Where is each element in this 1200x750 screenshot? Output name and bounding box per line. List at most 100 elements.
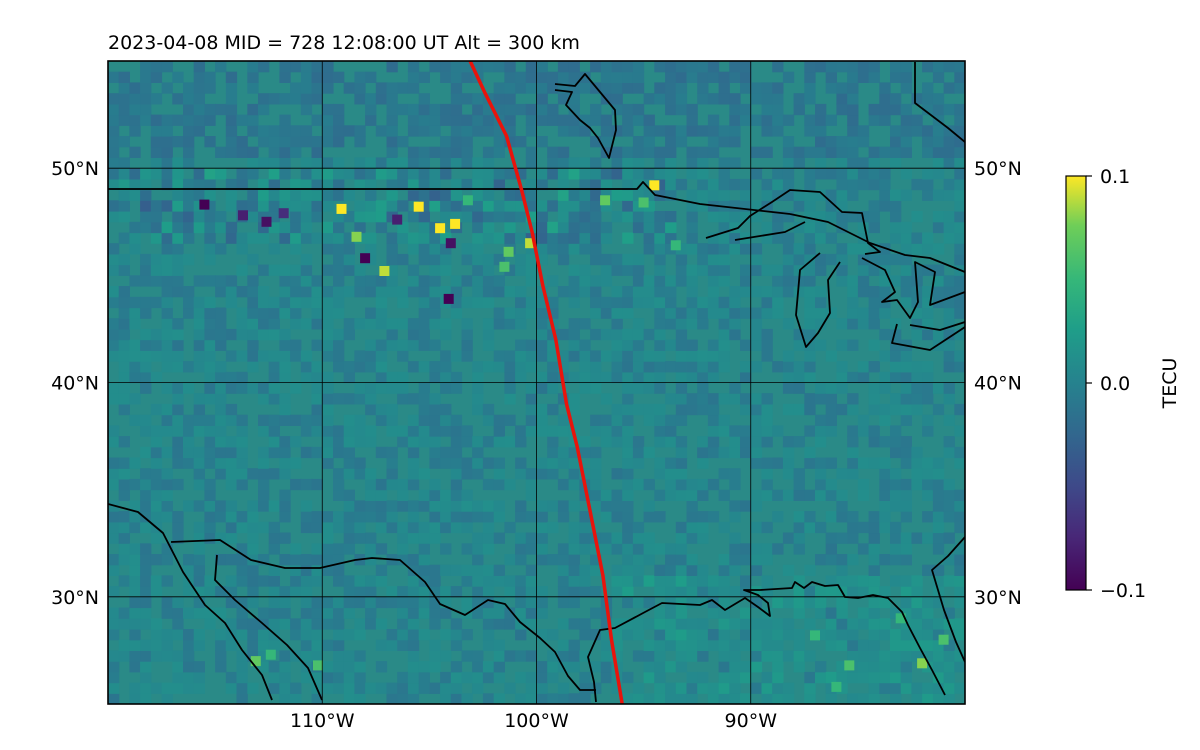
tec-cell [504,307,516,319]
tec-cell [429,221,441,234]
tec-cell [772,361,784,373]
tec-cell [375,596,388,609]
tec-cell [140,82,152,94]
tec-cell [547,275,559,287]
tec-cell [707,436,720,448]
tec-cell [654,168,666,180]
tec-cell [461,521,473,534]
tec-cell [825,543,837,555]
tec-cell [600,350,613,362]
tec-cell [504,414,516,426]
tec-cell [815,189,827,201]
tec-cell [108,157,120,169]
tec-cell [183,103,195,116]
tec-cell [268,189,280,201]
tec-cell [140,596,152,609]
tec-cell [675,618,688,630]
tec-cell [407,511,420,523]
tec-cell [129,511,141,523]
tec-cell [536,554,548,566]
tec-cell [225,221,238,234]
tec-cell [525,403,538,416]
tec-cell [740,403,752,416]
tec-cell [129,350,141,362]
tec-cell [247,286,259,298]
tec-cell [857,693,870,704]
tec-cell [386,253,398,266]
tec-cell [579,264,591,276]
tec-cell [600,489,613,501]
tec-cell [322,564,334,576]
tec-cell [268,543,280,555]
tec-cell [857,61,870,73]
tec-cell [429,114,441,126]
tec-cell [697,178,709,191]
tec-cell [632,200,645,212]
tec-cell [922,61,934,73]
tec-cell [472,382,484,394]
tec-anomaly-cell [499,261,510,272]
tec-cell [150,403,163,416]
tec-cell [922,103,934,116]
tec-cell [354,693,366,704]
tec-cell [622,425,634,437]
tec-cell [365,682,377,694]
tec-cell [568,125,580,137]
tec-cell [718,71,730,83]
tec-cell [343,446,355,459]
tec-cell [322,661,334,673]
tec-cell [397,607,409,619]
tec-cell [729,61,741,73]
tec-cell [750,146,763,158]
tec-cell [954,596,965,609]
tec-cell [761,232,773,244]
tec-cell [815,629,827,641]
tec-cell [590,478,602,491]
tec-cell [493,478,505,491]
tec-cell [204,436,216,448]
tec-cell [772,671,784,684]
tec-cell [461,468,473,480]
tec-cell [868,157,880,169]
tec-cell [707,511,720,523]
tec-cell [397,382,409,394]
tec-cell [204,221,216,234]
tec-cell [407,500,420,512]
tec-cell [333,575,345,587]
tec-cell [825,618,837,630]
tec-cell [793,286,805,298]
tec-cell [890,339,902,351]
tec-cell [536,403,548,416]
tec-cell [450,114,463,126]
tec-cell [611,564,623,576]
tec-cell [740,264,752,276]
tec-cell [697,307,709,319]
tec-cell [922,661,934,673]
tec-anomaly-cell [238,210,248,221]
tec-cell [322,296,334,309]
tec-cell [525,200,538,212]
tec-cell [707,189,720,201]
tec-cell [868,168,880,180]
tec-cell [622,403,634,416]
tec-cell [847,511,859,523]
tec-cell [258,211,270,223]
tec-cell [129,500,141,512]
tec-cell [150,350,163,362]
tec-cell [418,500,430,512]
tec-cell [247,350,259,362]
tec-cell [375,286,388,298]
tec-cell [675,414,688,426]
tec-anomaly-cell [278,208,289,219]
tec-cell [750,253,763,266]
tec-cell [236,650,248,662]
tec-cell [718,629,730,641]
tec-cell [697,618,709,630]
tec-cell [761,489,773,501]
tec-cell [868,264,880,276]
tec-cell [375,521,388,534]
tec-cell [161,339,173,351]
tec-cell [761,586,773,598]
tec-cell [183,446,195,459]
tec-cell [686,114,698,126]
